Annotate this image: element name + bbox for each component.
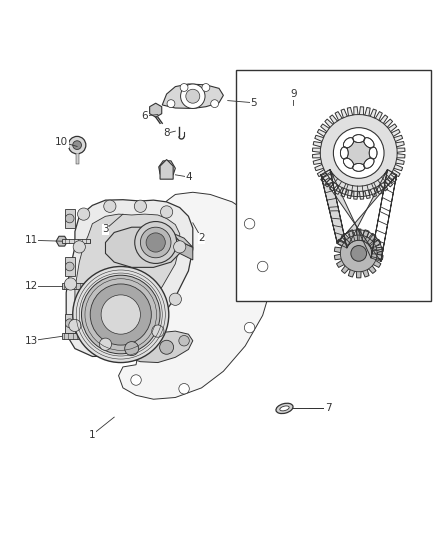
Circle shape — [131, 375, 141, 385]
Circle shape — [134, 200, 147, 212]
Text: 3: 3 — [102, 224, 109, 235]
Circle shape — [340, 235, 377, 272]
Text: 9: 9 — [290, 89, 297, 99]
Polygon shape — [75, 214, 180, 337]
Polygon shape — [106, 331, 193, 362]
Circle shape — [141, 227, 171, 258]
Ellipse shape — [340, 147, 348, 159]
Text: 7: 7 — [325, 403, 332, 414]
Polygon shape — [159, 161, 175, 177]
Polygon shape — [171, 232, 193, 247]
Text: 12: 12 — [25, 281, 38, 291]
Polygon shape — [119, 192, 272, 399]
Polygon shape — [56, 236, 67, 246]
Bar — [62, 283, 101, 289]
Text: 1: 1 — [89, 430, 95, 440]
Circle shape — [320, 115, 397, 191]
Bar — [237, 70, 431, 302]
Ellipse shape — [364, 158, 374, 168]
Bar — [62, 239, 90, 243]
Text: 13: 13 — [25, 336, 38, 346]
Circle shape — [78, 208, 90, 220]
Ellipse shape — [276, 403, 293, 414]
Polygon shape — [334, 229, 383, 278]
Circle shape — [179, 384, 189, 394]
Polygon shape — [160, 159, 173, 179]
Circle shape — [211, 100, 219, 108]
Circle shape — [159, 340, 173, 354]
Ellipse shape — [353, 135, 365, 142]
Circle shape — [81, 275, 160, 354]
Bar — [62, 333, 106, 340]
Text: 5: 5 — [251, 98, 257, 108]
Text: 6: 6 — [141, 111, 148, 121]
Text: 10: 10 — [55, 137, 68, 147]
Circle shape — [351, 246, 367, 261]
Polygon shape — [106, 227, 180, 268]
Text: 2: 2 — [198, 233, 205, 243]
Text: 4: 4 — [185, 172, 192, 182]
Ellipse shape — [343, 158, 353, 168]
Polygon shape — [312, 107, 405, 199]
Circle shape — [68, 136, 86, 154]
Circle shape — [167, 100, 175, 108]
Circle shape — [180, 84, 188, 92]
Circle shape — [160, 206, 173, 218]
Circle shape — [146, 233, 165, 252]
Circle shape — [101, 295, 141, 334]
Circle shape — [186, 89, 200, 103]
Polygon shape — [66, 200, 193, 357]
Polygon shape — [65, 257, 75, 276]
Circle shape — [333, 128, 384, 179]
Circle shape — [73, 266, 169, 362]
Polygon shape — [65, 313, 75, 333]
Circle shape — [179, 335, 189, 346]
Circle shape — [65, 319, 74, 328]
Circle shape — [244, 322, 255, 333]
Ellipse shape — [343, 138, 353, 148]
Circle shape — [90, 284, 151, 345]
Circle shape — [99, 338, 112, 350]
Circle shape — [69, 319, 81, 332]
Text: 11: 11 — [25, 235, 38, 245]
Circle shape — [346, 141, 371, 165]
Polygon shape — [321, 169, 396, 262]
Ellipse shape — [364, 138, 374, 148]
Polygon shape — [180, 241, 193, 260]
Circle shape — [73, 241, 85, 253]
Text: 8: 8 — [163, 128, 170, 139]
Circle shape — [64, 278, 77, 290]
Polygon shape — [65, 209, 75, 228]
Ellipse shape — [280, 406, 289, 411]
Polygon shape — [150, 103, 162, 117]
Circle shape — [173, 241, 186, 253]
Ellipse shape — [369, 147, 377, 159]
Circle shape — [65, 214, 74, 223]
Circle shape — [65, 262, 74, 271]
Circle shape — [180, 84, 205, 108]
Circle shape — [125, 342, 139, 356]
Circle shape — [258, 261, 268, 272]
Circle shape — [104, 200, 116, 212]
Circle shape — [202, 84, 210, 92]
Circle shape — [73, 141, 81, 149]
Circle shape — [135, 222, 177, 263]
Ellipse shape — [353, 164, 365, 171]
Circle shape — [169, 293, 181, 305]
Polygon shape — [162, 84, 223, 108]
Circle shape — [152, 325, 164, 337]
Circle shape — [244, 219, 255, 229]
